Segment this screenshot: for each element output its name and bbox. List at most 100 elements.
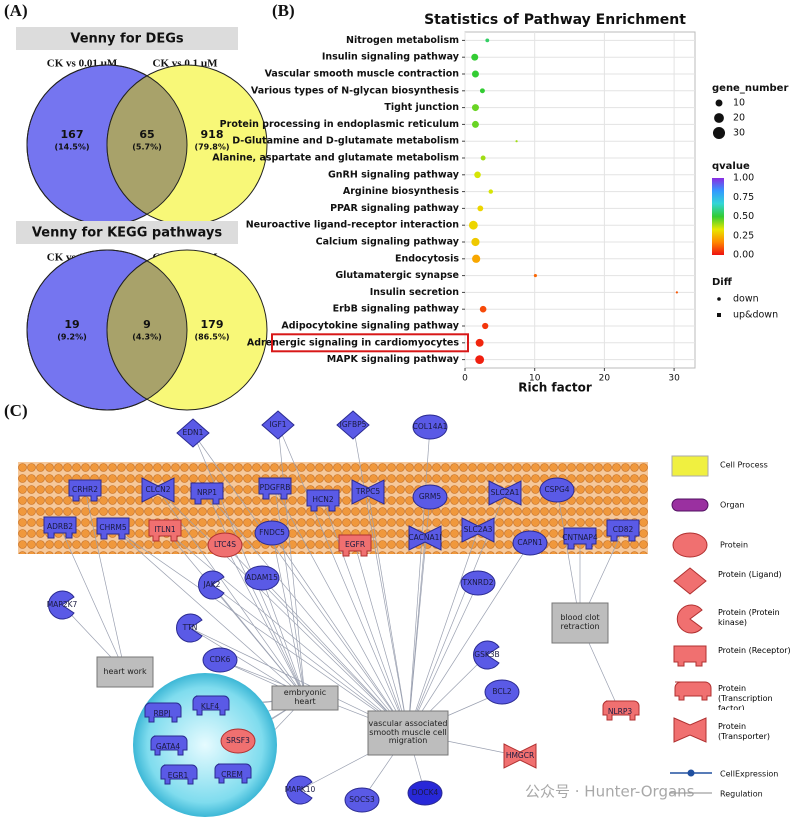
node-label: EGFR [345, 540, 365, 549]
node-shape [261, 410, 295, 440]
y-tick-label: Insulin signaling pathway [322, 52, 460, 63]
process-box [96, 656, 154, 688]
node-shape [43, 516, 77, 539]
highlight-box [271, 333, 469, 353]
node-shape [150, 735, 188, 756]
node-label: CAPN1 [517, 538, 543, 547]
edge [164, 529, 409, 734]
edge [192, 432, 409, 734]
y-tick-label: Glutamatergic synapse [335, 270, 459, 281]
y-tick-label: Adrenergic signaling in cardiomyocytes [247, 337, 459, 348]
point [477, 205, 484, 212]
y-tick-label: Tight junction [384, 102, 459, 113]
legend-icon [673, 645, 707, 667]
point [475, 355, 485, 364]
node-label: FNDC5 [259, 528, 285, 537]
node-shape [336, 410, 370, 440]
node-label: NRP1 [197, 488, 217, 497]
edge [112, 527, 306, 699]
y-tick-label: MAPK signaling pathway [327, 354, 460, 365]
point [675, 291, 678, 294]
venn-count: 19 [64, 318, 79, 331]
edge [407, 537, 426, 734]
size-legend-label: 20 [733, 113, 745, 124]
edge [112, 527, 409, 734]
node-label: EDN1 [183, 428, 204, 437]
legend-icon [671, 455, 709, 477]
venn-count: 918 [201, 128, 224, 141]
x-tick-label: 10 [529, 374, 541, 384]
venn-count: 9 [143, 318, 151, 331]
node-label: IGF1 [269, 420, 286, 429]
node-shape [68, 479, 102, 502]
venn-percent: (79.8%) [194, 143, 229, 152]
node-shape [160, 764, 198, 785]
node-shape [148, 519, 182, 542]
node-shape [176, 613, 203, 643]
point [468, 220, 478, 230]
node-shape [473, 640, 500, 670]
node-shape [141, 477, 175, 503]
y-tick-label: D-Glutamine and D-glutamate metabolism [232, 136, 459, 147]
edge [556, 489, 581, 624]
node-label: HCN2 [312, 495, 333, 504]
node-label: SLC2A3 [464, 525, 493, 534]
node-label: CHRM5 [99, 523, 127, 532]
shape-legend-label: down [733, 294, 759, 305]
node-shape [408, 525, 442, 551]
node-shape [254, 520, 290, 546]
size-legend-key [712, 126, 726, 140]
point [485, 38, 490, 43]
edge [271, 532, 306, 699]
legend-icon [673, 717, 707, 743]
venn-overlap [106, 250, 187, 410]
point [471, 237, 480, 247]
edge [354, 544, 409, 734]
node-shape [306, 489, 340, 512]
edge [322, 499, 409, 734]
node-shape [48, 590, 75, 620]
edge [157, 489, 409, 734]
y-tick-label: Adipocytokine signaling pathway [281, 321, 459, 332]
process-label: vascular associated smooth muscle cell m… [368, 718, 448, 746]
edge [59, 526, 126, 673]
node-label: CSPG4 [544, 485, 569, 494]
node-shape [96, 517, 130, 540]
y-tick-label: Endocytosis [395, 253, 459, 264]
y-tick-label: ErbB signaling pathway [333, 304, 460, 315]
legend-label: Organ [720, 501, 745, 510]
point [482, 322, 489, 330]
node-shape [192, 695, 230, 716]
process-label-box: embryonic heart [284, 688, 326, 706]
venn-percent: (4.3%) [132, 333, 162, 342]
colorbar-label: 0.75 [733, 192, 754, 203]
venn-count: 65 [139, 128, 154, 141]
node-shape [606, 519, 640, 542]
node-label: CRHR2 [72, 485, 98, 494]
edge [407, 542, 531, 734]
legend-icon [676, 604, 703, 634]
node-label: DOCK4 [412, 788, 439, 797]
node-label: CNTNAP4 [562, 533, 598, 542]
shape-legend-key [717, 297, 721, 301]
node-shape [258, 477, 292, 500]
venn-percent: (5.7%) [132, 143, 162, 152]
enrichment-plot: Statistics of Pathway Enrichment Rich fa… [212, 12, 788, 395]
venn-percent: (9.2%) [57, 333, 87, 342]
edge [211, 584, 306, 699]
node-label: NLRP3 [608, 707, 633, 716]
legend-title: Diff [712, 277, 733, 288]
edge [407, 426, 431, 734]
node-label: ADAM15 [246, 573, 278, 582]
node-label: EGR1 [168, 771, 189, 780]
point [471, 120, 479, 128]
edge [407, 529, 479, 734]
legend-icon [671, 498, 709, 512]
edge [261, 577, 409, 734]
venn-percent: (86.5%) [194, 333, 229, 342]
point [480, 155, 486, 161]
y-tick-label: GnRH signaling pathway [328, 169, 460, 180]
node-shape [407, 780, 443, 806]
edge [407, 582, 479, 734]
node-label: BCL2 [492, 687, 511, 696]
